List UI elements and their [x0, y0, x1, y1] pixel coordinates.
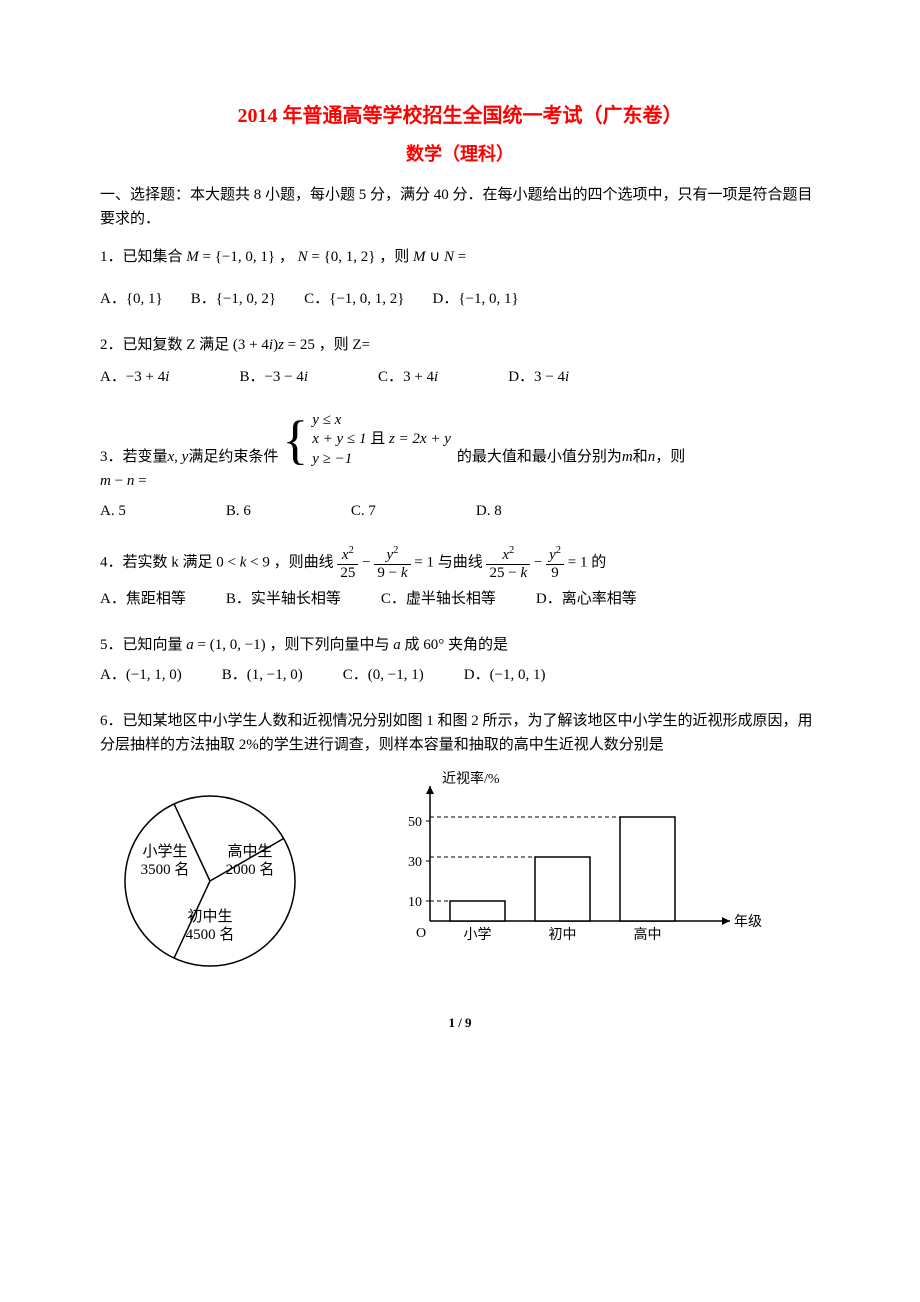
q5-opt-d: D．(−1, 0, 1): [464, 663, 546, 687]
q3-sys-l2: x + y ≤ 1 且 z = 2x + y: [312, 430, 451, 450]
q4-stem-c: 的: [591, 555, 606, 571]
q5-options: A．(−1, 1, 0) B．(1, −1, 0) C．(0, −1, 1) D…: [100, 663, 820, 687]
q3-stem-a: 3．若变量: [100, 445, 168, 469]
q4-eq1: = 1: [414, 555, 434, 571]
q3-stem-d: ，则: [655, 445, 685, 469]
q3-sys-l1: y ≤ x: [312, 411, 451, 431]
svg-text:30: 30: [408, 855, 422, 870]
q5-stem-a: 5．已知向量: [100, 637, 186, 653]
q4-curve2-term2: y29: [546, 545, 564, 581]
q1-sep: ，: [279, 249, 294, 265]
svg-text:10: 10: [408, 895, 422, 910]
q2-eq: (3 + 4i)z = 25: [233, 337, 315, 353]
question-6: 6．已知某地区中小学生人数和近视情况分别如图 1 和图 2 所示，为了解该地区中…: [100, 709, 820, 991]
q4-curve2-term1: x225 − k: [486, 545, 530, 581]
svg-text:高中生: 高中生: [227, 843, 272, 860]
q1-opt-c: C．{−1, 0, 1, 2}: [304, 287, 404, 311]
q3-opt-d: D. 8: [476, 499, 502, 523]
svg-text:2000 名: 2000 名: [226, 861, 275, 878]
q3-constraint-system: { y ≤ x x + y ≤ 1 且 z = 2x + y y ≥ −1: [282, 411, 451, 470]
svg-text:近视率/%: 近视率/%: [442, 771, 500, 787]
q1-set-m: M = {−1, 0, 1}: [186, 249, 275, 265]
question-1: 1．已知集合 M = {−1, 0, 1} ， N = {0, 1, 2} ，则…: [100, 245, 820, 311]
q3-options: A. 5 B. 6 C. 7 D. 8: [100, 499, 820, 523]
svg-text:3500 名: 3500 名: [141, 861, 190, 878]
section-1-intro: 一、选择题：本大题共 8 小题，每小题 5 分，满分 40 分．在每小题给出的四…: [100, 183, 820, 231]
q1-opt-d: D．{−1, 0, 1}: [433, 287, 519, 311]
q4-eq2: = 1: [568, 555, 588, 571]
q4-curve1-term2: y29 − k: [374, 545, 410, 581]
q2-opt-d: D．3 − 4i: [508, 365, 569, 389]
q4-opt-b: B．实半轴长相等: [226, 587, 341, 611]
q5-stem-c: 成: [404, 637, 423, 653]
q2-opt-a: A．−3 + 4i: [100, 365, 169, 389]
q2-opt-c: C．3 + 4i: [378, 365, 438, 389]
q5-opt-c: C．(0, −1, 1): [343, 663, 424, 687]
svg-text:年级: 年级: [734, 914, 762, 930]
question-5: 5．已知向量 a = (1, 0, −1) ，则下列向量中与 a 成 60° 夹…: [100, 633, 820, 687]
q3-sys-l3: y ≥ −1: [312, 450, 451, 470]
exam-title: 2014 年普通高等学校招生全国统一考试（广东卷）: [100, 100, 820, 132]
figure-2-bar-chart: 近视率/% 年级 O 10 30 50 小学 初中 高中: [380, 771, 780, 961]
svg-text:初中生: 初中生: [187, 908, 232, 925]
q2-stem-b: ，则 Z=: [319, 337, 370, 353]
q5-a: a: [393, 637, 401, 653]
figure-1-pie-chart: 小学生3500 名 高中生2000 名初中生4500 名: [100, 771, 330, 991]
svg-text:小学生: 小学生: [142, 843, 187, 860]
q4-mid: 与曲线: [438, 555, 487, 571]
question-2: 2．已知复数 Z 满足 (3 + 4i)z = 25 ，则 Z= A．−3 + …: [100, 333, 820, 389]
q3-stem-b: 满足约束条件: [188, 445, 278, 469]
svg-text:4500 名: 4500 名: [186, 926, 235, 943]
q4-options: A．焦距相等 B．实半轴长相等 C．虚半轴长相等 D．离心率相等: [100, 587, 820, 611]
exam-subtitle: 数学（理科）: [100, 140, 820, 169]
question-4: 4．若实数 k 满足 0 < k < 9 ，则曲线 x225 − y29 − k…: [100, 545, 820, 611]
svg-text:小学: 小学: [464, 927, 492, 943]
q4-opt-a: A．焦距相等: [100, 587, 186, 611]
q3-and: 和: [633, 445, 648, 469]
q4-opt-c: C．虚半轴长相等: [381, 587, 496, 611]
q5-opt-a: A．(−1, 1, 0): [100, 663, 182, 687]
svg-text:O: O: [416, 926, 426, 941]
svg-text:50: 50: [408, 815, 422, 830]
svg-text:初中: 初中: [549, 926, 577, 943]
q3-n: n: [648, 445, 656, 469]
q1-set-n: N = {0, 1, 2}: [298, 249, 376, 265]
q1-stem-b: ，则: [379, 249, 413, 265]
q4-range: 0 < k < 9: [216, 555, 270, 571]
q5-opt-b: B．(1, −1, 0): [222, 663, 303, 687]
q4-curve1-term1: x225: [337, 545, 358, 581]
q4-stem-a: 4．若实数 k 满足: [100, 555, 216, 571]
q4-opt-d: D．离心率相等: [536, 587, 637, 611]
q3-stem-c: 的最大值和最小值分别为: [457, 445, 622, 469]
q2-opt-b: B．−3 − 4i: [239, 365, 308, 389]
page-footer: 1 / 9: [100, 1013, 820, 1034]
question-3: 3．若变量 x, y 满足约束条件 { y ≤ x x + y ≤ 1 且 z …: [100, 411, 820, 524]
q3-xy: x, y: [168, 445, 189, 469]
q3-opt-a: A. 5: [100, 499, 126, 523]
q2-stem-a: 2．已知复数 Z 满足: [100, 337, 233, 353]
q1-opt-b: B．{−1, 0, 2}: [191, 287, 276, 311]
q5-vec: a = (1, 0, −1): [186, 637, 265, 653]
q5-stem-b: ，则下列向量中与: [269, 637, 393, 653]
q5-angle: 60°: [423, 637, 444, 653]
q3-opt-b: B. 6: [226, 499, 251, 523]
q3-m: m: [622, 445, 633, 469]
q2-options: A．−3 + 4i B．−3 − 4i C．3 + 4i D．3 − 4i: [100, 365, 820, 389]
svg-text:高中: 高中: [634, 926, 662, 943]
q4-stem-b: ，则曲线: [274, 555, 338, 571]
q3-opt-c: C. 7: [351, 499, 376, 523]
q1-options: A．{0, 1} B．{−1, 0, 2} C．{−1, 0, 1, 2} D．…: [100, 287, 820, 311]
q1-expr: M ∪ N =: [413, 249, 466, 265]
q6-stem: 6．已知某地区中小学生人数和近视情况分别如图 1 和图 2 所示，为了解该地区中…: [100, 709, 820, 757]
q1-stem-a: 1．已知集合: [100, 249, 186, 265]
q3-expr: m − n =: [100, 469, 820, 493]
q5-stem-d: 夹角的是: [448, 637, 508, 653]
q1-opt-a: A．{0, 1}: [100, 287, 163, 311]
